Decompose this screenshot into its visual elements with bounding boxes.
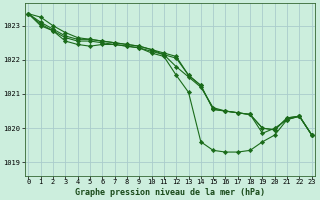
- X-axis label: Graphe pression niveau de la mer (hPa): Graphe pression niveau de la mer (hPa): [75, 188, 265, 197]
